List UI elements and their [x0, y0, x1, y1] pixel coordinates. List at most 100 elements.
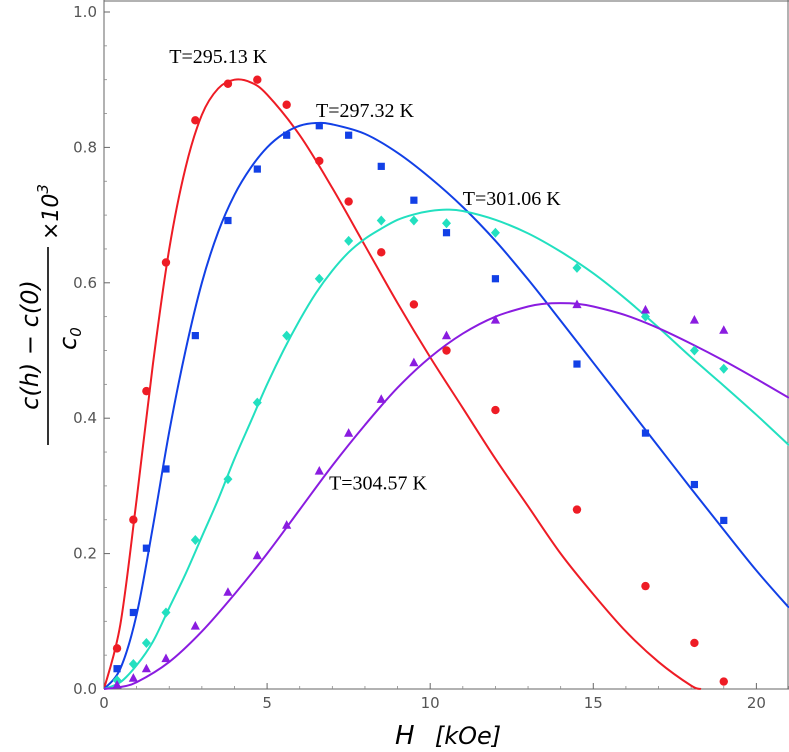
x-tick-label: 10: [421, 694, 440, 712]
curve-label: T=297.32 K: [316, 100, 414, 122]
fit-curve: [104, 78, 702, 690]
y-axis-denominator: c0: [54, 327, 85, 350]
diamond-marker: [128, 658, 138, 669]
y-axis-title: c(h) − c(0) c0 ×103: [16, 184, 85, 445]
circle-marker: [315, 156, 324, 166]
diamond-marker: [572, 262, 582, 273]
diamond-marker: [252, 397, 262, 408]
y-tick-label: 0.8: [73, 138, 97, 156]
square-marker: [345, 131, 353, 139]
square-marker: [113, 665, 121, 673]
circle-marker: [409, 300, 419, 309]
circle-marker: [719, 677, 728, 686]
triangle-marker: [376, 394, 386, 403]
diamond-marker: [282, 330, 292, 341]
x-tick-label: 20: [747, 694, 766, 712]
triangle-marker: [282, 520, 292, 529]
data-markers: [112, 75, 729, 689]
square-marker: [253, 165, 261, 173]
diamond-marker: [719, 363, 729, 374]
diamond-marker: [640, 311, 650, 322]
triangle-marker: [314, 466, 324, 475]
triangle-marker: [190, 621, 200, 630]
square-marker: [224, 216, 232, 225]
triangle-marker: [640, 304, 651, 314]
y-axis-denominator-c: c: [54, 337, 82, 350]
circle-marker: [690, 638, 699, 648]
square-marker: [191, 332, 199, 340]
circle-marker: [129, 515, 138, 524]
diamond-marker: [409, 215, 419, 226]
y-axis-multiplier: ×103: [34, 184, 64, 240]
square-marker: [162, 465, 170, 473]
diamond-marker: [223, 474, 233, 485]
x-tick-label: 0: [99, 694, 109, 712]
circle-marker: [161, 258, 171, 267]
circle-marker: [641, 581, 650, 591]
diamond-marker: [442, 218, 451, 229]
diamond-marker: [161, 607, 171, 618]
curve-labels: T=295.13 K T=297.32 K T=301.06 K T=304.57 K: [169, 46, 561, 495]
circle-marker: [491, 405, 500, 415]
square-marker: [283, 131, 291, 139]
diamond-marker: [376, 215, 386, 226]
triangle-marker: [112, 679, 122, 689]
fit-curve: [104, 302, 789, 690]
y-axis-denominator-sub: 0: [67, 327, 85, 337]
y-axis-times: ×10: [39, 194, 64, 240]
square-marker: [129, 608, 137, 617]
square-marker: [641, 429, 650, 437]
circle-marker: [572, 505, 582, 514]
y-tick-label: 0.0: [73, 680, 97, 698]
circle-marker: [442, 346, 451, 355]
x-axis-symbol: H: [395, 721, 415, 751]
y-tick-label: 0.2: [73, 545, 97, 563]
fit-curve: [104, 208, 789, 690]
triangle-marker: [344, 428, 354, 437]
axes: [103, 0, 789, 690]
curve-label: T=301.06 K: [463, 188, 561, 210]
circle-marker: [112, 644, 122, 653]
triangle-marker: [128, 673, 138, 682]
square-marker: [690, 480, 699, 489]
circle-marker: [344, 197, 353, 206]
curve-label: T=295.13 K: [169, 46, 267, 68]
diamond-marker: [314, 273, 324, 284]
y-tick-label: 0.6: [73, 274, 97, 292]
diamond-marker: [190, 535, 200, 546]
square-marker: [377, 162, 385, 170]
circle-marker: [253, 75, 262, 84]
circle-marker: [191, 116, 200, 125]
square-marker: [142, 544, 151, 552]
square-marker: [410, 196, 418, 204]
fit-curve: [104, 121, 789, 690]
triangle-marker: [572, 299, 582, 309]
y-axis-numerator: c(h) − c(0): [16, 280, 44, 410]
circle-marker: [377, 248, 386, 257]
circle-marker: [142, 386, 151, 396]
diamond-marker: [344, 235, 354, 246]
square-marker: [315, 122, 323, 130]
ticks: 0 5 10 15 20 0.0 0.2 0.4 0.6 0.8 1.0: [73, 3, 789, 712]
circle-marker: [223, 79, 233, 88]
triangle-marker: [223, 587, 233, 596]
x-axis-title: H [kOe]: [395, 721, 501, 751]
diamond-marker: [490, 227, 500, 238]
x-tick-label: 15: [584, 694, 603, 712]
square-marker: [491, 275, 500, 283]
fit-curves: [104, 78, 789, 690]
triangle-marker: [409, 357, 419, 367]
x-axis-unit: [kOe]: [435, 722, 501, 750]
x-tick-label: 5: [262, 694, 272, 712]
diamond-marker: [141, 637, 151, 648]
y-axis-exponent: 3: [34, 184, 52, 194]
y-tick-label: 0.4: [73, 409, 97, 427]
triangle-marker: [490, 315, 501, 324]
diamond-marker: [689, 345, 699, 356]
triangle-marker: [441, 330, 452, 340]
triangle-marker: [161, 653, 171, 663]
y-tick-label: 1.0: [73, 3, 97, 21]
circle-marker: [282, 100, 291, 109]
curve-label: T=304.57 K: [329, 472, 427, 494]
